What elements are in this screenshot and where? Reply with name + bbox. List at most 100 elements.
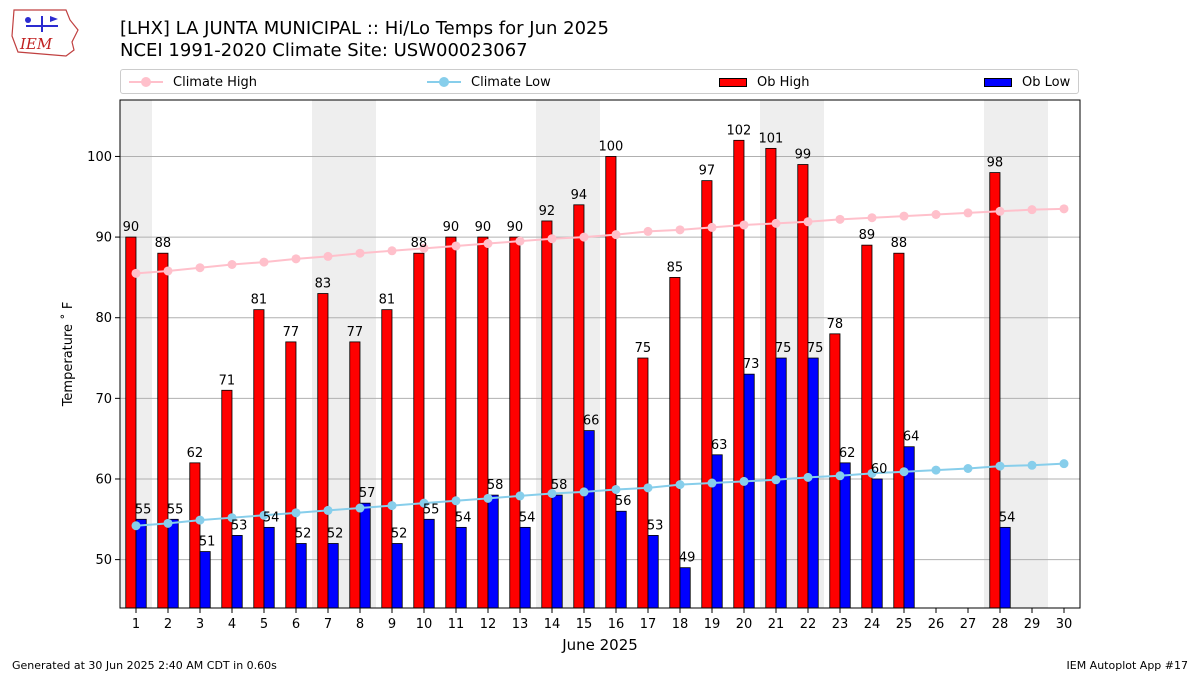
ob-low-label: 66 bbox=[583, 414, 600, 429]
x-tick-label: 13 bbox=[512, 617, 529, 632]
climate-low-point bbox=[451, 496, 461, 506]
climate-low-point bbox=[707, 478, 717, 488]
climate-low-line bbox=[135, 462, 1065, 527]
climate-low-point bbox=[163, 518, 173, 528]
x-tick-label: 9 bbox=[388, 617, 396, 632]
ob-high-bar bbox=[637, 357, 649, 609]
ob-low-bar bbox=[391, 543, 403, 609]
ob-high-label: 75 bbox=[635, 341, 652, 356]
ob-low-bar bbox=[839, 462, 851, 609]
legend-ob-high: Ob High bbox=[719, 73, 810, 91]
ob-low-bar bbox=[647, 535, 659, 609]
ob-low-label: 49 bbox=[679, 551, 696, 566]
ob-high-label: 90 bbox=[443, 220, 460, 235]
climate-high-point bbox=[803, 217, 813, 227]
ob-high-label: 101 bbox=[758, 131, 783, 146]
climate-low-point bbox=[867, 468, 877, 478]
ob-low-label: 52 bbox=[295, 526, 312, 541]
climate-low-point bbox=[1027, 460, 1037, 470]
climate-low-point bbox=[995, 461, 1005, 471]
ob-low-bar bbox=[199, 551, 211, 609]
climate-low-point bbox=[515, 491, 525, 501]
x-tick-label: 15 bbox=[576, 617, 593, 632]
ob-high-label: 89 bbox=[859, 228, 876, 243]
ob-low-label: 63 bbox=[711, 438, 728, 453]
ob-low-label: 58 bbox=[487, 478, 504, 493]
ob-high-label: 100 bbox=[598, 139, 623, 154]
x-tick-label: 14 bbox=[544, 617, 561, 632]
climate-low-point bbox=[483, 493, 493, 503]
x-tick-label: 5 bbox=[260, 617, 268, 632]
ob-high-bar bbox=[861, 244, 873, 609]
ob-low-label: 55 bbox=[167, 502, 184, 517]
y-axis-label: Temperature ˚ F bbox=[60, 302, 76, 408]
ob-high-bar bbox=[733, 139, 745, 609]
ob-high-label: 77 bbox=[347, 325, 364, 340]
ob-low-label: 55 bbox=[423, 502, 440, 517]
ob-low-bar bbox=[519, 526, 531, 609]
ob-high-label: 83 bbox=[315, 277, 332, 292]
ob-high-label: 85 bbox=[667, 260, 684, 275]
ob-low-label: 54 bbox=[263, 510, 280, 525]
x-tick-label: 23 bbox=[832, 617, 849, 632]
ob-low-bar bbox=[327, 543, 339, 609]
chart-title-line2: NCEI 1991-2020 Climate Site: USW00023067 bbox=[120, 40, 528, 61]
climate-high-point bbox=[163, 266, 173, 276]
ob-high-label: 88 bbox=[155, 236, 172, 251]
climate-low-point bbox=[1059, 459, 1069, 469]
climate-high-point bbox=[451, 241, 461, 251]
y-tick-label: 50 bbox=[95, 553, 112, 568]
x-tick-label: 12 bbox=[480, 617, 497, 632]
x-tick-label: 21 bbox=[768, 617, 785, 632]
ob-low-bar bbox=[263, 526, 275, 609]
x-tick-label: 4 bbox=[228, 617, 236, 632]
climate-low-point bbox=[931, 465, 941, 475]
x-tick-label: 19 bbox=[704, 617, 721, 632]
climate-low-point bbox=[131, 521, 141, 531]
y-tick-label: 70 bbox=[95, 392, 112, 407]
x-tick-label: 7 bbox=[324, 617, 332, 632]
ob-high-bar bbox=[829, 333, 841, 609]
ob-high-label: 88 bbox=[891, 236, 908, 251]
ob-low-label: 56 bbox=[615, 494, 632, 509]
legend-ob-low-label: Ob Low bbox=[1022, 74, 1071, 90]
ob-low-label: 64 bbox=[903, 430, 920, 445]
climate-low-point bbox=[227, 513, 237, 523]
x-tick-label: 16 bbox=[608, 617, 625, 632]
ob-high-bar bbox=[349, 341, 361, 609]
ob-low-bar bbox=[679, 567, 691, 609]
ob-high-label: 81 bbox=[379, 293, 396, 308]
climate-high-point bbox=[643, 226, 653, 236]
ob-high-bar bbox=[445, 236, 457, 609]
climate-high-point bbox=[483, 239, 493, 249]
ob-low-label: 73 bbox=[743, 357, 760, 372]
climate-low-point bbox=[739, 476, 749, 486]
climate-high-point bbox=[323, 251, 333, 261]
ob-high-bar bbox=[765, 147, 777, 609]
chart-title-line1: [LHX] LA JUNTA MUNICIPAL :: Hi/Lo Temps … bbox=[120, 18, 609, 39]
x-tick-label: 3 bbox=[196, 617, 204, 632]
climate-high-point bbox=[835, 214, 845, 224]
x-tick-label: 28 bbox=[992, 617, 1009, 632]
ob-low-label: 52 bbox=[391, 526, 408, 541]
ob-low-label: 52 bbox=[327, 526, 344, 541]
climate-low-point bbox=[419, 498, 429, 508]
climate-high-point bbox=[1059, 204, 1069, 214]
climate-low-swatch bbox=[427, 73, 461, 91]
ob-high-label: 98 bbox=[987, 156, 1004, 171]
y-tick-label: 100 bbox=[87, 150, 112, 165]
plot-frame bbox=[119, 99, 1081, 609]
climate-high-point bbox=[899, 211, 909, 221]
ob-high-bar bbox=[989, 172, 1001, 609]
climate-high-point bbox=[355, 248, 365, 258]
climate-high-point bbox=[611, 230, 621, 240]
ob-low-bar bbox=[743, 373, 755, 609]
ob-low-label: 62 bbox=[839, 446, 856, 461]
ob-high-bar bbox=[541, 220, 553, 609]
x-tick-label: 26 bbox=[928, 617, 945, 632]
climate-high-point bbox=[195, 263, 205, 273]
x-tick-label: 27 bbox=[960, 617, 977, 632]
ob-high-label: 99 bbox=[795, 148, 812, 163]
legend-ob-high-label: Ob High bbox=[757, 74, 810, 90]
ob-high-label: 90 bbox=[123, 220, 140, 235]
